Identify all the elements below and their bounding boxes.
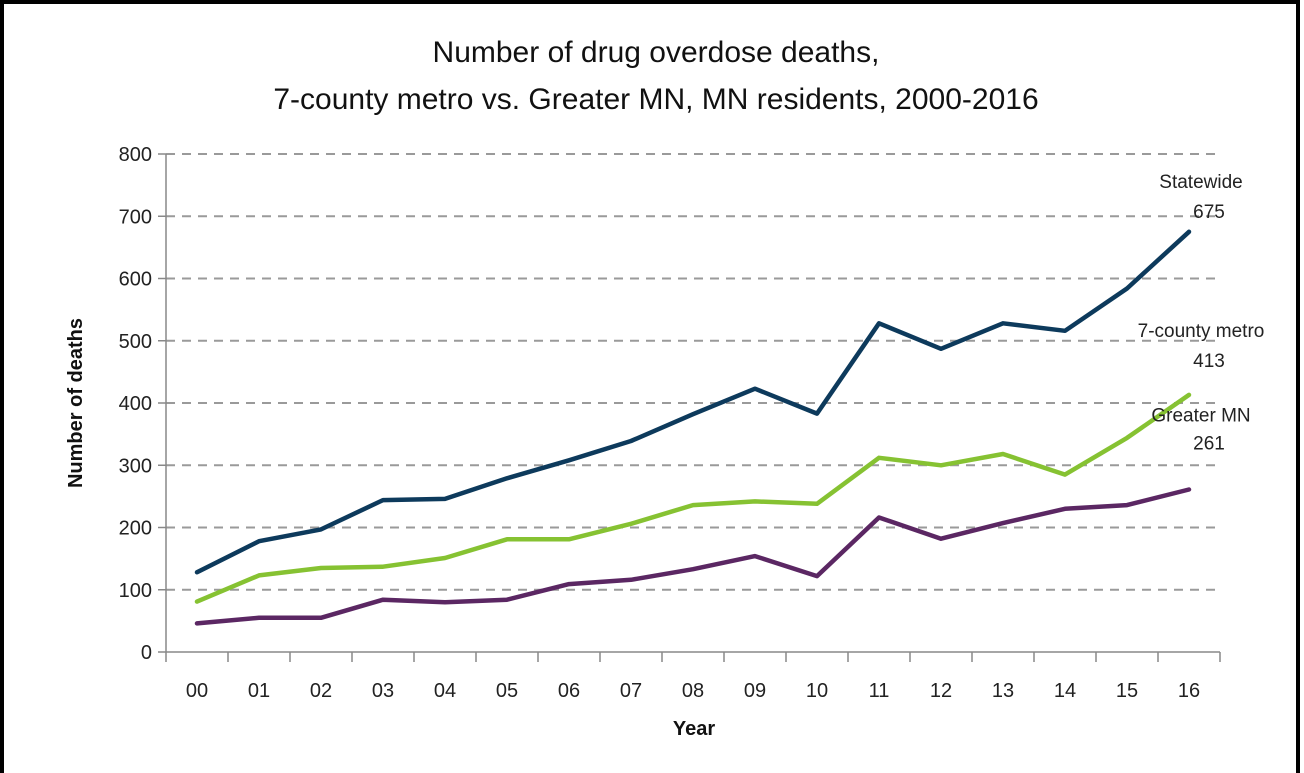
series-name-label: Greater MN [1151,406,1250,427]
series-line-greater-mn [194,487,1192,626]
series-end-value-label: 413 [1193,351,1225,372]
y-tick-label: 100 [119,580,152,602]
x-tick-label: 10 [806,680,828,702]
y-tick-label: 400 [119,393,152,415]
series-end-value-label: 261 [1193,434,1225,455]
series-name-label: Statewide [1159,172,1242,193]
x-tick-label: 01 [248,680,270,702]
series-labels: Statewide 675 7-county metro 413 Greater MN 2… [1138,172,1265,455]
x-tick-label: 13 [992,680,1014,702]
y-tick-label: 700 [119,206,152,228]
x-tick-label: 04 [434,680,456,702]
y-axis-title: Number of deaths [65,318,87,488]
x-tick-label: 14 [1054,680,1076,702]
gridlines [166,153,1220,591]
x-tick-label: 07 [620,680,642,702]
y-tick-label: 600 [119,269,152,291]
y-tick-label: 800 [119,144,152,166]
x-tick-label: 00 [186,680,208,702]
chart-subtitle: 7-county metro vs. Greater MN, MN reside… [273,83,1038,116]
y-tick-label: 300 [119,455,152,477]
x-tick-label: 16 [1178,680,1200,702]
series-end-value-label: 675 [1193,202,1225,223]
x-tick-label: 09 [744,680,766,702]
x-axis-title: Year [673,718,715,740]
x-tick-label: 06 [558,680,580,702]
x-tick-label: 02 [310,680,332,702]
x-tick-labels: 00 01 02 03 04 05 06 07 08 09 10 11 12 13 14 15 16 [186,680,1200,702]
series-line-7-county-metro [194,392,1192,604]
series-lines [194,229,1192,626]
y-tick-label: 500 [119,331,152,353]
x-tick-label: 05 [496,680,518,702]
y-tick-label: 0 [141,642,152,664]
x-tick-label: 12 [930,680,952,702]
series-line-statewide [194,229,1192,575]
x-tick-label: 15 [1116,680,1138,702]
x-tick-label: 03 [372,680,394,702]
x-tick-label: 08 [682,680,704,702]
series-name-label: 7-county metro [1138,321,1265,342]
x-tick-label: 11 [869,680,890,702]
chart-title: Number of drug overdose deaths, [433,36,880,69]
y-tick-label: 200 [119,518,152,540]
axes [158,153,1221,662]
y-tick-labels: 0 100 200 300 400 500 600 700 800 [119,144,152,664]
